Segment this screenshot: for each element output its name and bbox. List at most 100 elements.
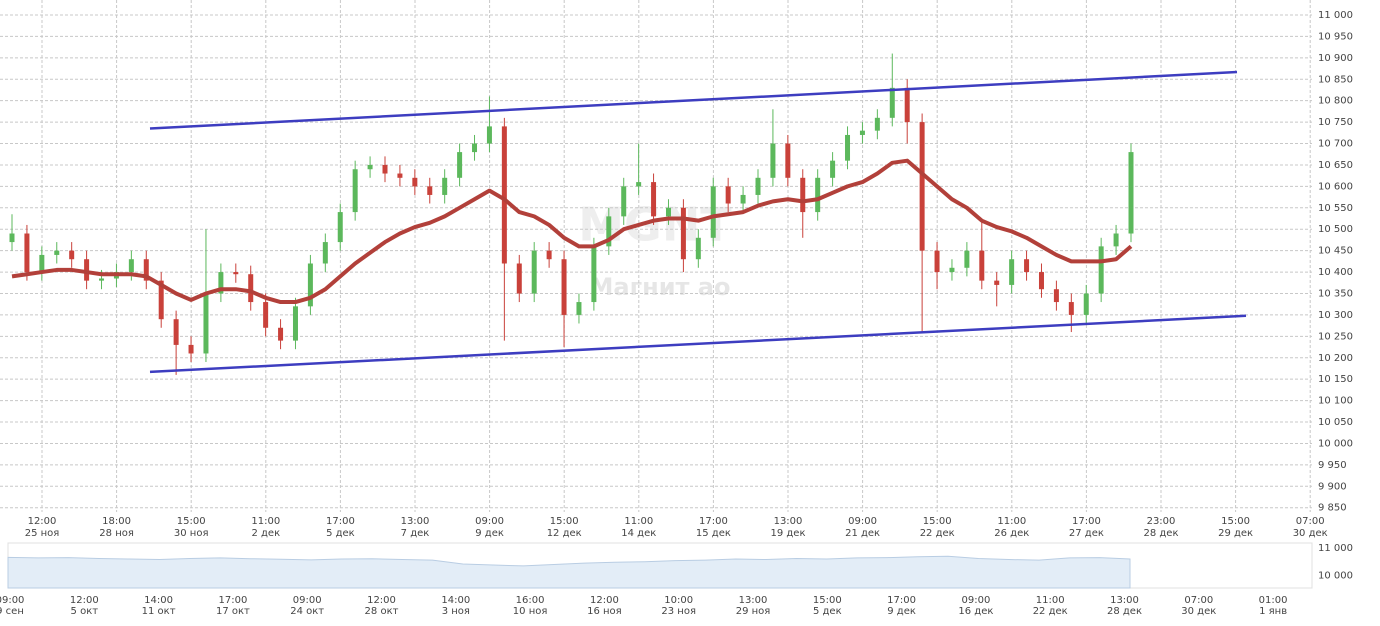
navigator-date: 3 ноя bbox=[442, 606, 470, 617]
candle-body bbox=[382, 164, 388, 174]
y-tick-label: 10 400 bbox=[1318, 267, 1353, 278]
navigator-time: 07:00 bbox=[1184, 595, 1213, 606]
x-tick-time: 11:00 bbox=[997, 516, 1026, 527]
x-tick-date: 5 дек bbox=[326, 528, 355, 539]
candle-body bbox=[307, 263, 313, 307]
x-tick-date: 2 дек bbox=[251, 528, 280, 539]
x-tick-date: 25 ноя bbox=[25, 528, 60, 539]
candle-body bbox=[173, 319, 179, 345]
candle-body bbox=[69, 250, 75, 260]
candle-body bbox=[412, 177, 418, 187]
x-tick-time: 13:00 bbox=[774, 516, 803, 527]
candle-body bbox=[904, 87, 910, 123]
x-tick-time: 15:00 bbox=[1221, 516, 1250, 527]
navigator-time: 12:00 bbox=[367, 595, 396, 606]
navigator-date: 9 дек bbox=[887, 606, 916, 617]
candle-body bbox=[606, 216, 612, 247]
candle-body bbox=[337, 212, 343, 243]
candle-body bbox=[143, 259, 149, 281]
candle-body bbox=[591, 246, 597, 303]
y-tick-label: 10 900 bbox=[1318, 53, 1353, 64]
x-tick-time: 12:00 bbox=[28, 516, 57, 527]
navigator-time: 17:00 bbox=[218, 595, 247, 606]
candle-body bbox=[934, 250, 940, 273]
candle-body bbox=[874, 117, 880, 131]
navigator-date: 1 янв bbox=[1259, 606, 1287, 617]
y-tick-label: 10 300 bbox=[1318, 310, 1353, 321]
candle-body bbox=[39, 254, 45, 273]
candle-body bbox=[964, 250, 970, 268]
navigator-time: 14:00 bbox=[441, 595, 470, 606]
y-tick-label: 10 700 bbox=[1318, 139, 1353, 150]
x-tick-date: 28 дек bbox=[1143, 528, 1178, 539]
navigator-time: 09:00 bbox=[293, 595, 322, 606]
candle-body bbox=[1024, 259, 1030, 273]
x-tick-date: 30 дек bbox=[1293, 528, 1328, 539]
navigator-date: 17 окт bbox=[216, 606, 250, 617]
x-tick-date: 22 дек bbox=[920, 528, 955, 539]
candle-body bbox=[278, 327, 284, 341]
x-tick-time: 15:00 bbox=[550, 516, 579, 527]
candle-body bbox=[367, 164, 373, 170]
navigator-time: 13:00 bbox=[739, 595, 768, 606]
navigator-time: 13:00 bbox=[1110, 595, 1139, 606]
candle-body bbox=[248, 274, 254, 303]
candle-body bbox=[665, 207, 671, 217]
moving-average bbox=[11, 158, 1133, 305]
x-tick-time: 11:00 bbox=[624, 516, 653, 527]
candle-body bbox=[710, 186, 716, 238]
y-tick-label: 10 650 bbox=[1318, 160, 1353, 171]
candle-body bbox=[636, 182, 642, 187]
x-tick-date: 7 дек bbox=[401, 528, 430, 539]
navigator-time: 10:00 bbox=[664, 595, 693, 606]
watermark-name: Магнит ао bbox=[590, 273, 731, 301]
navigator-date: 24 окт bbox=[290, 606, 324, 617]
candle-body bbox=[994, 280, 1000, 285]
candle-body bbox=[427, 186, 433, 195]
navigator-date: 11 окт bbox=[142, 606, 176, 617]
candle-body bbox=[472, 143, 478, 153]
y-tick-label: 10 850 bbox=[1318, 74, 1353, 85]
navigator-date: 28 дек bbox=[1107, 606, 1142, 617]
candle-body bbox=[442, 177, 448, 195]
candle-body bbox=[621, 186, 627, 217]
candle-body bbox=[576, 302, 582, 315]
x-tick-time: 09:00 bbox=[475, 516, 504, 527]
navigator-time: 16:00 bbox=[516, 595, 545, 606]
candle-body bbox=[322, 242, 328, 264]
x-tick-time: 17:00 bbox=[326, 516, 355, 527]
navigator-time: 14:00 bbox=[144, 595, 173, 606]
x-tick-date: 30 ноя bbox=[174, 528, 209, 539]
x-tick-date: 15 дек bbox=[696, 528, 731, 539]
candle-body bbox=[218, 272, 224, 294]
candle-body bbox=[457, 152, 463, 178]
y-tick-label: 10 050 bbox=[1318, 417, 1353, 428]
navigator-date: 10 ноя bbox=[513, 606, 548, 617]
navigator-date: 29 ноя bbox=[736, 606, 771, 617]
navigator-area bbox=[7, 555, 1131, 589]
candle-body bbox=[815, 177, 821, 213]
x-tick-time: 17:00 bbox=[699, 516, 728, 527]
trend-line bbox=[149, 70, 1238, 130]
x-tick-time: 18:00 bbox=[102, 516, 131, 527]
y-tick-label: 9 900 bbox=[1318, 481, 1347, 492]
x-tick-date: 12 дек bbox=[547, 528, 582, 539]
y-tick-label: 9 950 bbox=[1318, 460, 1347, 471]
candle-body bbox=[680, 207, 686, 260]
navigator-date: 5 окт bbox=[71, 606, 99, 617]
candle-body bbox=[785, 143, 791, 178]
candle-body bbox=[158, 280, 164, 320]
x-tick-time: 15:00 bbox=[177, 516, 206, 527]
candle-body bbox=[830, 160, 836, 178]
candle-body bbox=[1083, 293, 1089, 315]
y-tick-label: 10 000 bbox=[1318, 438, 1353, 449]
candle-body bbox=[1038, 272, 1044, 290]
candle-body bbox=[203, 293, 209, 354]
candle-body bbox=[1009, 259, 1015, 285]
y-tick-label: 10 350 bbox=[1318, 288, 1353, 299]
candle-body bbox=[695, 237, 701, 260]
x-tick-time: 17:00 bbox=[1072, 516, 1101, 527]
candle-body bbox=[516, 263, 522, 294]
y-tick-label: 10 200 bbox=[1318, 353, 1353, 364]
